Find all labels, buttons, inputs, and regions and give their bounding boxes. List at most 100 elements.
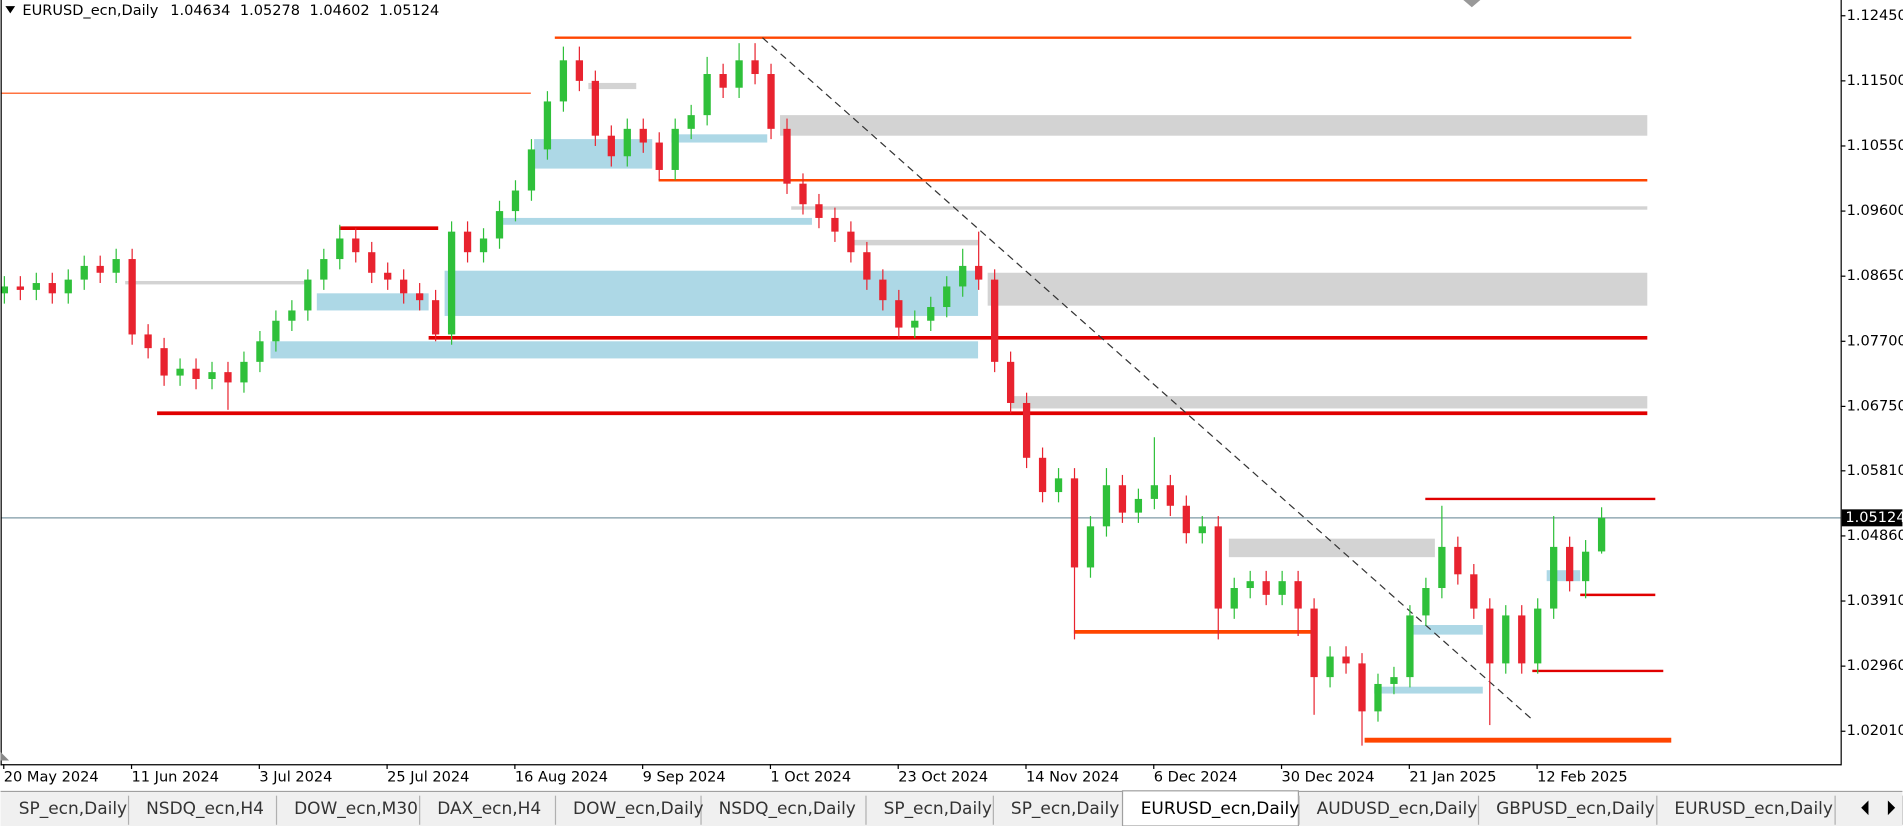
y-tick-label: 1.12450 bbox=[1847, 7, 1903, 24]
candle-body bbox=[1246, 581, 1254, 589]
candle-body bbox=[176, 368, 184, 376]
open-price: 1.04634 bbox=[170, 2, 230, 19]
x-tick-label: 20 May 2024 bbox=[4, 768, 99, 785]
candle-body bbox=[927, 307, 935, 321]
zone bbox=[270, 341, 979, 359]
candle-body bbox=[80, 265, 88, 280]
menu-triangle[interactable] bbox=[5, 6, 16, 14]
candle-body bbox=[799, 183, 807, 205]
zone bbox=[444, 270, 979, 316]
candle-body bbox=[1118, 485, 1127, 513]
candle-body bbox=[0, 286, 9, 294]
y-tick-label: 1.03910 bbox=[1847, 592, 1903, 609]
candle-body bbox=[112, 259, 120, 273]
zone bbox=[791, 206, 1648, 210]
tab-next[interactable] bbox=[1887, 800, 1896, 816]
y-tick-label: 1.05810 bbox=[1847, 462, 1903, 479]
candle-body bbox=[1454, 546, 1462, 575]
tab-prev[interactable] bbox=[1861, 800, 1869, 816]
candle-body bbox=[32, 283, 40, 290]
candle-body bbox=[943, 286, 951, 308]
candle-body bbox=[783, 128, 791, 184]
tab[interactable]: EURUSD_ecn,Daily bbox=[1141, 799, 1300, 819]
candle-body bbox=[863, 252, 871, 280]
zone bbox=[1409, 625, 1483, 635]
candle-body bbox=[495, 211, 504, 239]
x-tick-label: 16 Aug 2024 bbox=[515, 768, 608, 785]
candle-body bbox=[416, 293, 424, 301]
candle-body bbox=[959, 265, 967, 287]
tab[interactable]: DOW_ecn,Daily bbox=[573, 799, 704, 819]
candle-body bbox=[1566, 546, 1574, 582]
tab[interactable]: DAX_ecn,H4 bbox=[437, 799, 541, 819]
tab-bar bbox=[0, 790, 1903, 826]
candle-body bbox=[559, 60, 568, 102]
plot-area bbox=[0, 36, 1841, 746]
tab[interactable]: SP_ecn,Daily bbox=[884, 799, 992, 819]
x-tick-label: 30 Dec 2024 bbox=[1282, 768, 1375, 785]
y-tick-label: 1.02010 bbox=[1847, 722, 1903, 739]
candle-body bbox=[1294, 581, 1302, 609]
candle-body bbox=[352, 238, 360, 253]
candle-body bbox=[655, 142, 663, 170]
candle-body bbox=[1374, 683, 1382, 712]
candle-body bbox=[1054, 478, 1063, 493]
candle-body bbox=[304, 279, 312, 311]
candle-body bbox=[527, 149, 536, 191]
tab[interactable]: NSDQ_ecn,Daily bbox=[719, 799, 856, 819]
candle-body bbox=[1070, 478, 1079, 568]
candle-body bbox=[511, 190, 520, 212]
zone bbox=[987, 272, 1648, 306]
candle-body bbox=[192, 368, 200, 379]
tab[interactable]: DOW_ecn,M30 bbox=[294, 799, 418, 819]
candle-body bbox=[1470, 574, 1478, 609]
tab[interactable]: EURUSD_ecn,Daily bbox=[1674, 799, 1833, 819]
candle-body bbox=[735, 60, 743, 88]
candle-body bbox=[384, 272, 392, 280]
candle-body bbox=[591, 80, 599, 136]
zone bbox=[534, 139, 653, 169]
candle-body bbox=[48, 283, 56, 294]
candle-body bbox=[1502, 615, 1510, 664]
candle-body bbox=[447, 231, 456, 335]
chart-header: EURUSD_ecn,Daily 1.04634 1.05278 1.04602… bbox=[22, 2, 439, 19]
tab[interactable]: AUDUSD_ecn,Daily bbox=[1317, 799, 1478, 819]
candle-body bbox=[1438, 546, 1446, 589]
x-tick-label: 21 Jan 2025 bbox=[1409, 768, 1496, 785]
candle-body bbox=[751, 60, 759, 75]
candle-body bbox=[1182, 505, 1190, 534]
x-tick-label: 11 Jun 2024 bbox=[132, 768, 220, 785]
shift-marker[interactable] bbox=[1463, 0, 1481, 8]
tab[interactable]: GBPUSD_ecn,Daily bbox=[1496, 799, 1655, 819]
candle-body bbox=[224, 372, 232, 383]
candle-body bbox=[144, 334, 152, 349]
candle-body bbox=[400, 279, 408, 294]
candle-body bbox=[1310, 608, 1318, 678]
candle-body bbox=[1422, 588, 1430, 616]
candle-body bbox=[240, 361, 248, 383]
y-tick-label: 1.08650 bbox=[1847, 267, 1903, 284]
tab-list: SP_ecn,Daily NSDQ_ecn,H4 DOW_ecn,M30 DAX_ec… bbox=[19, 790, 1903, 826]
candle-body bbox=[96, 265, 104, 273]
tab[interactable]: NSDQ_ecn,H4 bbox=[146, 799, 264, 819]
tab[interactable]: SP_ecn,Daily bbox=[19, 799, 127, 819]
candle-body bbox=[1326, 656, 1334, 678]
candle-body bbox=[991, 279, 999, 362]
zone bbox=[850, 239, 979, 246]
candle-body bbox=[1086, 526, 1095, 568]
candle-body bbox=[1134, 498, 1143, 513]
candle-body bbox=[719, 74, 727, 88]
candle-body bbox=[815, 204, 823, 218]
candle-body bbox=[1486, 608, 1494, 664]
candle-body bbox=[1022, 402, 1031, 458]
tab[interactable]: SP_ecn,Daily bbox=[1011, 799, 1119, 819]
candle-body bbox=[64, 279, 72, 294]
zone bbox=[316, 293, 429, 311]
corner-marker bbox=[0, 752, 10, 761]
candle-body bbox=[1581, 551, 1590, 582]
candle-body bbox=[1102, 485, 1111, 527]
candle-body bbox=[767, 74, 775, 129]
zone bbox=[1546, 570, 1581, 582]
y-tick-label: 1.06750 bbox=[1847, 397, 1903, 414]
